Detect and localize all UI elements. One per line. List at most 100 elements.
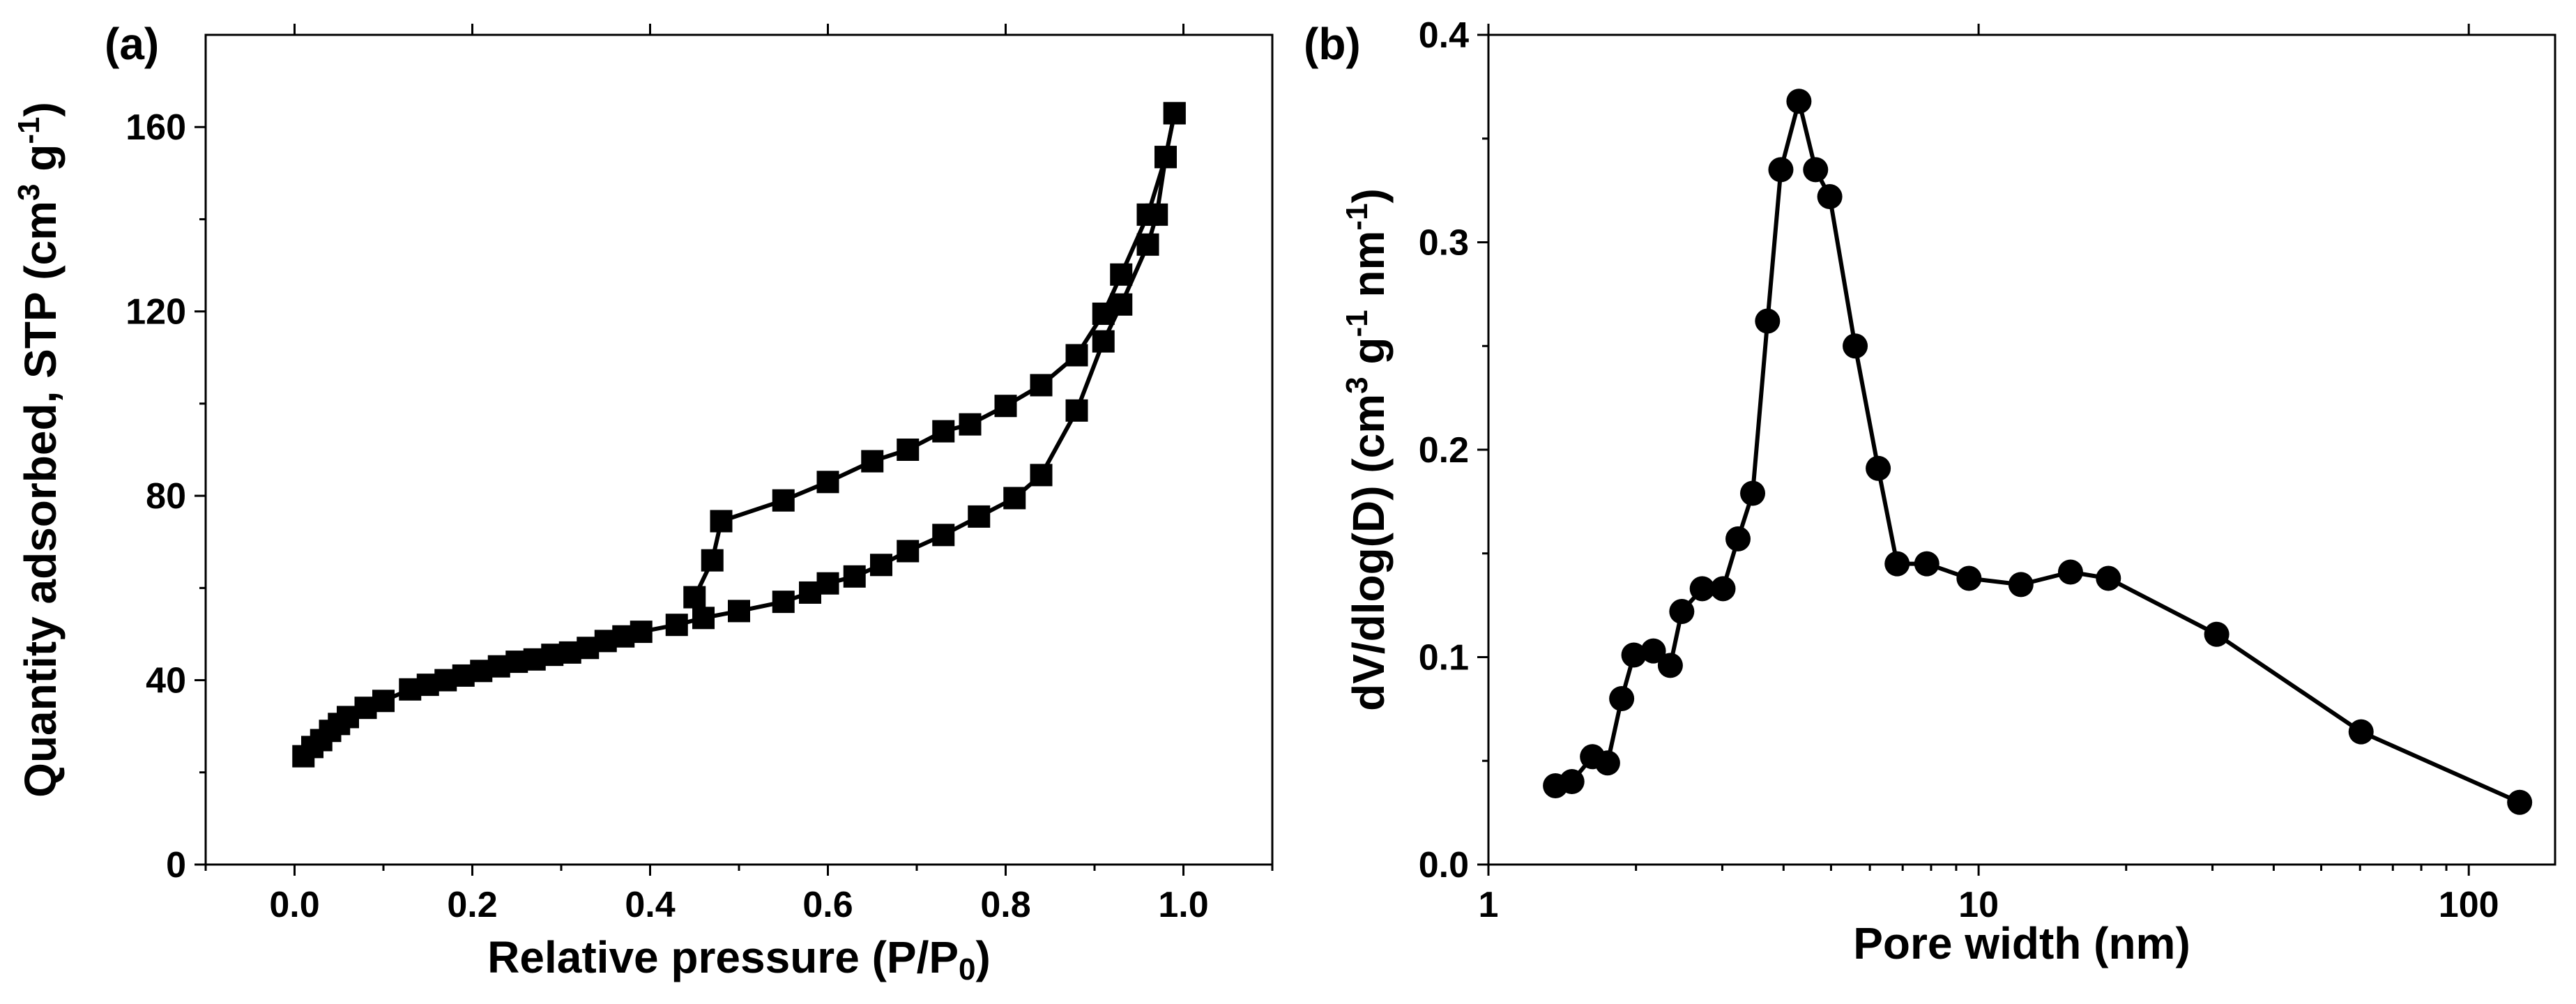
panel-b-x-ticks: 1 10 100 [1479, 24, 2499, 925]
panel-b-data-point [1817, 184, 1843, 210]
panel-b-y-tick-label: 0.1 [1419, 638, 1469, 678]
panel-b-data-point [1768, 157, 1794, 183]
panel-a-xlabel-end: ) [976, 932, 991, 982]
panel-a-series [292, 102, 1186, 768]
panel-b-data-point [2008, 572, 2034, 598]
panel-b-data-point [1657, 653, 1683, 678]
panel-a-data-point [861, 450, 884, 473]
panel-b-ylabel-mid: g [1343, 337, 1394, 376]
panel-a-x-tick-label: 0.4 [625, 885, 675, 925]
panel-b-x-tick-label: 1 [1479, 885, 1499, 925]
panel-b-data-point [2204, 621, 2230, 647]
panel-b-pore-distribution: (b) 1 10 100 0.0 0.1 0.2 0.3 0.4 Pore width (n… [1304, 15, 2556, 968]
panel-a-isotherm: (a) 0.0 0.2 0.4 0.6 0.8 1.0 0 40 80 120 160 Relat… [12, 19, 1274, 987]
panel-a-data-point [630, 621, 653, 644]
panel-a-ylabel-sup1: 3 [12, 183, 46, 200]
panel-a-x-tick-label: 1.0 [1158, 885, 1208, 925]
panel-a-data-point [772, 489, 795, 512]
panel-b-data-point [1884, 551, 1910, 577]
panel-b-data-point [2348, 719, 2374, 745]
panel-a-data-point [1065, 344, 1088, 367]
panel-a-data-point [897, 439, 920, 461]
panel-a-data-point [968, 505, 991, 528]
panel-b-data-point [1621, 642, 1647, 668]
panel-b-series [1543, 89, 2533, 815]
panel-a-y-axis-title: Quantity adsorbed, STP (cm3 g-1) [12, 102, 66, 798]
panel-b-data-point [1866, 455, 1891, 481]
panel-a-data-point [683, 586, 706, 609]
panel-b-data-point [1640, 638, 1666, 664]
panel-b-data-point [1689, 576, 1715, 602]
panel-b-y-tick-label: 0.3 [1419, 223, 1469, 264]
panel-a-data-point [870, 554, 892, 577]
panel-a-data-point [665, 614, 688, 637]
panel-a-data-point [772, 591, 795, 614]
panel-a-data-point [1030, 374, 1053, 397]
panel-b-plot-frame [1487, 33, 2556, 866]
panel-a-ylabel-end: ) [15, 102, 66, 116]
panel-a-data-point [1136, 233, 1159, 256]
panel-a-data-point [994, 395, 1017, 418]
panel-a-xlabel-sub: 0 [959, 952, 975, 987]
panel-a-y-tick-label: 0 [166, 845, 186, 885]
panel-a-data-point [1003, 487, 1026, 510]
panel-a-x-tick-label: 0.0 [269, 885, 319, 925]
panel-a-data-point [932, 524, 955, 547]
panel-a-data-point [932, 420, 955, 443]
panel-b-ylabel-sup1: 3 [1340, 376, 1374, 393]
panel-b-data-point [1725, 526, 1751, 552]
panel-b-ylabel-sup2: -1 [1340, 310, 1374, 337]
panel-a-plot-frame [204, 33, 1274, 866]
panel-b-y-ticks: 0.0 0.1 0.2 0.3 0.4 [1419, 15, 1488, 885]
panel-b-ylabel-sup3: -1 [1340, 203, 1374, 230]
panel-a-y-tick-label: 120 [125, 292, 186, 333]
panel-a-ylabel-sup2: -1 [12, 116, 46, 144]
panel-a-x-tick-label: 0.8 [980, 885, 1030, 925]
panel-a-data-point [1154, 146, 1177, 169]
panel-b-data-point [1609, 686, 1635, 711]
panel-b-data-point [1843, 333, 1868, 359]
panel-b-data-point [1786, 89, 1812, 114]
panel-b-y-tick-label: 0.4 [1419, 15, 1469, 56]
panel-a-data-point [816, 572, 839, 595]
panel-a-ylabel-mid: g [15, 144, 66, 184]
panel-b-y-axis-title: dV/dlog(D) (cm3 g-1 nm-1) [1340, 188, 1394, 711]
panel-a-data-point [1030, 464, 1053, 487]
panel-a-data-point [816, 471, 839, 494]
panel-b-data-point [1559, 769, 1585, 794]
panel-b-data-point [2507, 789, 2533, 815]
panel-a-data-point [1092, 302, 1115, 325]
panel-a-data-point [843, 565, 866, 588]
panel-a-data-point [372, 690, 395, 713]
panel-b-y-tick-label: 0.2 [1419, 430, 1469, 471]
panel-b-data-point [1956, 565, 1982, 591]
panel-a-xlabel-main: Relative pressure (P/P [487, 932, 959, 982]
panel-a-data-point [1163, 102, 1186, 125]
panel-b-x-axis-title: Pore width (nm) [1853, 918, 2190, 968]
panel-a-ylabel-main: Quantity adsorbed, STP (cm [15, 201, 66, 798]
panel-b-data-point [1740, 480, 1766, 506]
panel-b-x-tick-label: 100 [2439, 885, 2499, 925]
panel-a-y-tick-label: 80 [146, 476, 186, 517]
panel-b-data-point [1803, 157, 1829, 183]
panel-a-data-point [710, 510, 733, 533]
panel-a-x-tick-label: 0.2 [447, 885, 497, 925]
panel-a-y-tick-label: 40 [146, 661, 186, 701]
panel-b-data-point [1669, 599, 1695, 625]
panel-b-ylabel-end: ) [1343, 188, 1394, 203]
panel-a-data-point [1092, 330, 1115, 353]
panel-b-label: (b) [1304, 19, 1361, 69]
panel-b-data-point [1710, 576, 1736, 602]
panel-a-data-point [728, 600, 750, 623]
panel-a-y-tick-label: 160 [125, 107, 186, 148]
panel-b-data-point [2057, 559, 2083, 585]
panel-a-data-point [959, 413, 982, 436]
panel-a-x-ticks: 0.0 0.2 0.4 0.6 0.8 1.0 [204, 24, 1274, 925]
panel-a-data-point [701, 549, 724, 572]
panel-a-x-tick-label: 0.6 [802, 885, 853, 925]
panel-b-x-tick-label: 10 [1958, 885, 1999, 925]
panel-b-ylabel-mid2: nm [1343, 231, 1394, 310]
panel-a-data-point [1136, 203, 1159, 226]
panel-a-data-point [692, 607, 715, 630]
